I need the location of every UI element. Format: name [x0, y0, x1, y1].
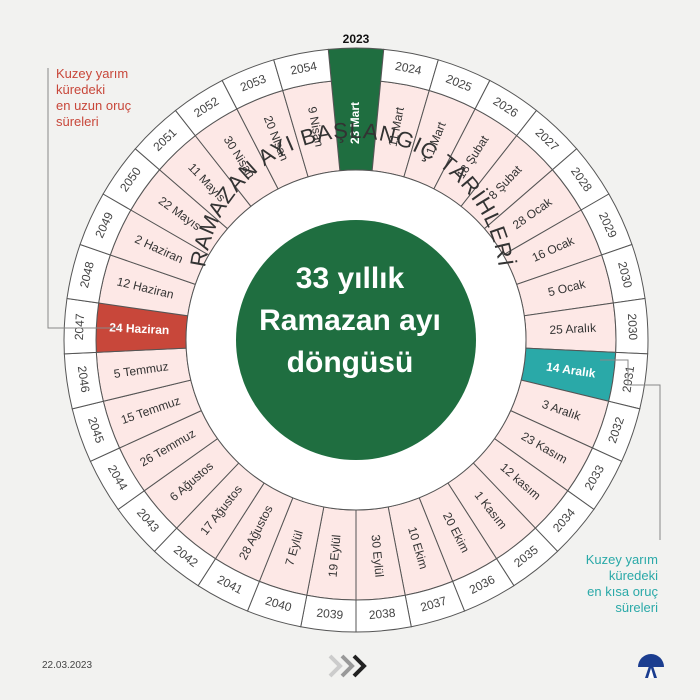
center-title-line-2: Ramazan ayı: [259, 304, 441, 337]
callout-shortest-line: en kısa oruç: [587, 584, 658, 599]
callout-line-longest: [47, 68, 120, 329]
date-label: 23 Mart: [348, 102, 362, 144]
center-title-line-3: döngüsü: [286, 346, 414, 379]
date-label: 30 Eylül: [368, 534, 386, 578]
callout-longest-line: en uzun oruç: [56, 98, 132, 113]
forward-arrows-icon: [328, 654, 367, 678]
year-label: 2047: [72, 313, 87, 341]
callout-longest-line: Kuzey yarım: [56, 66, 129, 81]
center-title: 33 yıllık Ramazan ayı döngüsü: [230, 258, 470, 384]
center-title-line-1: 33 yıllık: [295, 262, 405, 295]
callout-shortest-line: süreleri: [615, 600, 658, 615]
year-cell: [273, 48, 332, 92]
callout-shortest-line: küredeki: [608, 568, 658, 583]
year-label: 2048: [77, 260, 97, 290]
year-label: 2054: [289, 59, 318, 78]
callout-shortest-fasting: Kuzey yarım küredeki en kısa oruç sürele…: [586, 552, 658, 616]
year-label: 2030: [615, 260, 635, 290]
date-label: 25 Aralık: [549, 321, 597, 337]
footer-date: 22.03.2023: [42, 660, 93, 671]
aa-logo-icon: [638, 654, 664, 678]
year-label: 2023: [343, 32, 370, 46]
date-label: 19 Eylül: [326, 534, 344, 578]
callout-shortest-line: Kuzey yarım: [585, 552, 658, 567]
callout-longest-line: süreleri: [56, 114, 99, 129]
callout-longest-line: küredeki: [56, 82, 106, 97]
date-label: 24 Haziran: [109, 320, 170, 337]
callout-longest-fasting: Kuzey yarım küredeki en uzun oruç sürele…: [56, 66, 131, 130]
year-label: 2046: [75, 365, 93, 394]
callout-line-shortest: [600, 359, 661, 540]
year-label: 2038: [368, 606, 396, 623]
year-label: 2024: [394, 59, 423, 78]
year-label: 2039: [316, 606, 344, 623]
center-circle: [236, 220, 476, 460]
year-label: 2030: [625, 313, 640, 341]
